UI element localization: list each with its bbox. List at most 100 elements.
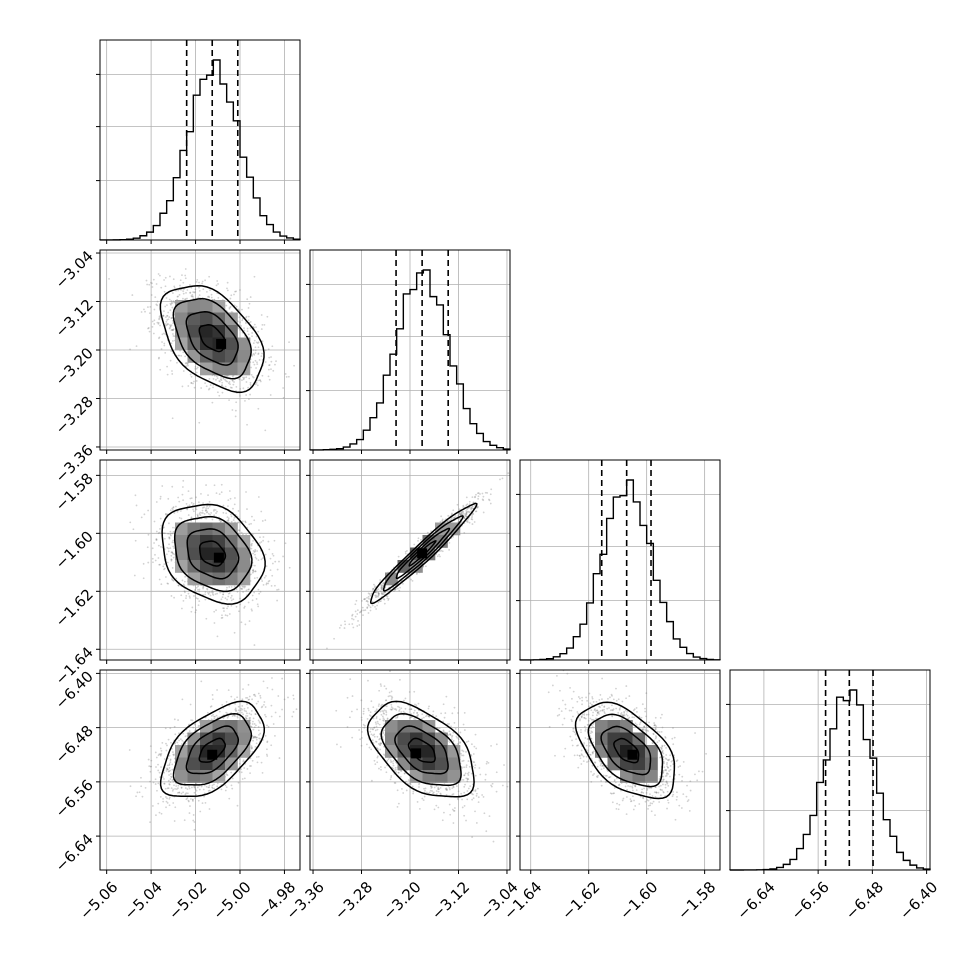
sample-point bbox=[244, 585, 247, 588]
sample-point bbox=[601, 677, 604, 680]
sample-point bbox=[421, 797, 424, 800]
sample-point bbox=[203, 506, 205, 509]
sample-point bbox=[209, 706, 212, 708]
contour-line bbox=[395, 527, 451, 580]
sample-point bbox=[640, 716, 643, 719]
sample-point bbox=[203, 795, 205, 798]
sample-point bbox=[220, 598, 223, 601]
sample-point bbox=[615, 707, 618, 710]
sample-point bbox=[236, 715, 239, 718]
sample-point bbox=[471, 792, 473, 795]
sample-point bbox=[248, 398, 250, 400]
sample-point bbox=[135, 504, 138, 507]
contour-line bbox=[198, 737, 226, 763]
sample-point bbox=[458, 508, 461, 511]
sample-point bbox=[236, 590, 239, 593]
sample-point bbox=[165, 770, 168, 772]
sample-point bbox=[213, 610, 216, 613]
sample-point bbox=[610, 792, 613, 795]
density-cells bbox=[385, 720, 461, 783]
sample-point bbox=[490, 785, 493, 788]
sample-point bbox=[671, 795, 674, 798]
sample-point bbox=[470, 518, 473, 521]
sample-point bbox=[461, 754, 463, 757]
sample-point bbox=[152, 561, 154, 564]
sample-point bbox=[647, 799, 650, 802]
sample-point bbox=[671, 737, 674, 740]
sample-point bbox=[437, 786, 440, 789]
sample-point bbox=[228, 592, 231, 594]
sample-point bbox=[666, 807, 668, 810]
sample-point bbox=[669, 754, 672, 757]
sample-point bbox=[264, 519, 267, 522]
sample-point bbox=[171, 306, 174, 309]
sample-point bbox=[251, 750, 254, 753]
sample-point bbox=[613, 780, 616, 783]
sample-point bbox=[488, 498, 490, 501]
sample-point bbox=[169, 275, 171, 278]
sample-point bbox=[157, 557, 160, 559]
sample-point bbox=[665, 773, 668, 775]
sample-point bbox=[230, 386, 233, 389]
sample-point bbox=[624, 785, 627, 788]
sample-point bbox=[360, 610, 363, 613]
sample-point bbox=[252, 361, 255, 364]
sample-point bbox=[460, 513, 463, 516]
sample-point bbox=[354, 603, 357, 606]
sample-point bbox=[485, 762, 488, 765]
sample-point bbox=[228, 399, 230, 402]
sample-point bbox=[163, 532, 166, 535]
sample-point bbox=[191, 295, 193, 298]
sample-point bbox=[465, 510, 468, 512]
sample-point bbox=[245, 589, 248, 592]
sample-point bbox=[181, 385, 184, 388]
sample-point bbox=[689, 789, 692, 792]
sample-point bbox=[167, 532, 170, 535]
sample-point bbox=[466, 798, 469, 801]
sample-point bbox=[236, 711, 239, 714]
sample-point bbox=[696, 779, 699, 782]
sample-point bbox=[168, 770, 171, 773]
sample-point bbox=[241, 520, 244, 523]
sample-point bbox=[168, 797, 171, 800]
sample-point bbox=[653, 724, 656, 727]
sample-point bbox=[253, 275, 256, 278]
sample-point bbox=[623, 713, 625, 716]
sample-point bbox=[181, 698, 184, 701]
sample-point bbox=[149, 821, 151, 824]
sample-point bbox=[182, 290, 185, 292]
sample-point bbox=[396, 716, 399, 719]
sample-point bbox=[372, 706, 375, 709]
sample-point bbox=[182, 479, 185, 482]
sample-point bbox=[226, 380, 229, 383]
sample-point bbox=[226, 519, 229, 522]
sample-point bbox=[190, 516, 193, 519]
sample-point bbox=[609, 792, 612, 795]
sample-point bbox=[257, 755, 260, 758]
sample-point bbox=[588, 705, 590, 708]
sample-point bbox=[390, 695, 393, 698]
sample-point bbox=[159, 517, 162, 520]
sample-point bbox=[375, 725, 378, 728]
sample-point bbox=[250, 608, 253, 611]
sample-point bbox=[210, 705, 213, 708]
sample-point bbox=[252, 739, 254, 742]
sample-point bbox=[661, 751, 664, 753]
sample-point bbox=[186, 792, 189, 795]
sample-point bbox=[615, 687, 617, 690]
sample-point bbox=[263, 576, 266, 579]
sample-point bbox=[598, 698, 601, 701]
sample-point bbox=[386, 597, 389, 600]
sample-point bbox=[255, 341, 258, 344]
sample-point bbox=[705, 752, 707, 755]
sample-point bbox=[651, 802, 654, 805]
sample-point bbox=[230, 594, 233, 597]
sample-point bbox=[231, 379, 234, 382]
sample-point bbox=[421, 717, 423, 720]
sample-point bbox=[658, 739, 661, 742]
sample-point bbox=[162, 565, 165, 568]
sample-point bbox=[446, 789, 448, 791]
sample-point bbox=[655, 791, 658, 794]
sample-point bbox=[436, 788, 439, 790]
sample-point bbox=[581, 754, 583, 757]
